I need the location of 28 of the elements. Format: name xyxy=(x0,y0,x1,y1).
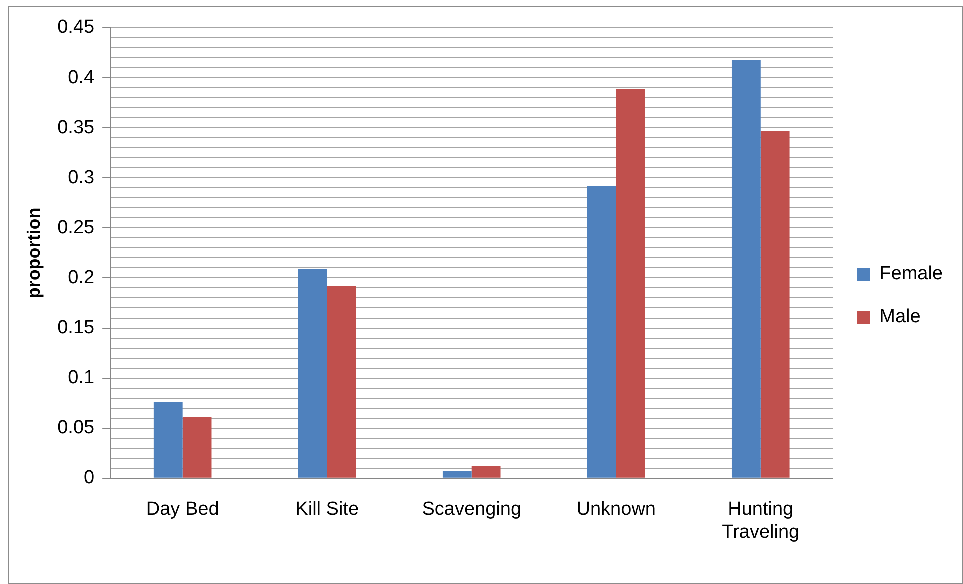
x-tick-label: Kill Site xyxy=(296,499,360,520)
y-tick-label: 0.35 xyxy=(58,117,95,138)
bar xyxy=(298,269,328,478)
bar xyxy=(182,417,212,478)
x-tick-label: Hunting Traveling xyxy=(722,499,800,543)
bar xyxy=(442,471,472,478)
bar xyxy=(154,402,183,478)
y-tick-label: 0.2 xyxy=(68,267,95,288)
legend-label: Male xyxy=(880,306,921,328)
y-tick-label: 0.45 xyxy=(58,17,95,38)
bar xyxy=(472,466,501,478)
y-tick-label: 0.05 xyxy=(58,418,95,439)
bar xyxy=(327,286,356,478)
bar xyxy=(587,186,616,478)
y-tick-label: 0.4 xyxy=(68,67,96,88)
y-tick-label: 0.3 xyxy=(68,167,95,188)
x-tick-label: Unknown xyxy=(576,499,656,520)
y-tick-label: 0 xyxy=(84,468,95,489)
bar xyxy=(732,60,761,478)
legend-label: Female xyxy=(880,264,944,285)
y-axis-title: proportion xyxy=(24,208,44,299)
bar xyxy=(760,131,790,478)
x-tick-label: Scavenging xyxy=(422,499,522,520)
y-tick-label: 0.1 xyxy=(68,368,95,389)
y-tick-label: 0.25 xyxy=(58,217,95,238)
x-tick-label: Day Bed xyxy=(146,499,220,520)
y-tick-label: 0.15 xyxy=(58,318,95,338)
bar xyxy=(616,89,646,478)
